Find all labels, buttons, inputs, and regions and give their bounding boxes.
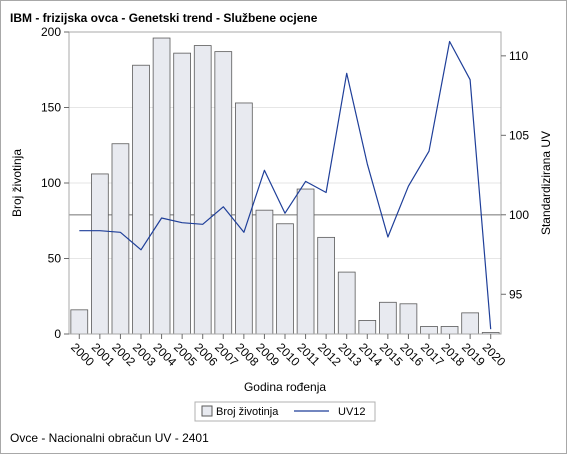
bar	[255, 209, 274, 335]
bar	[152, 37, 171, 335]
y-left-tick-label: 150	[41, 101, 61, 115]
legend-bar-swatch	[201, 405, 213, 417]
bar	[461, 312, 479, 335]
bar	[111, 143, 130, 335]
legend: Broj životinja UV12	[194, 401, 376, 422]
bar	[214, 51, 233, 335]
y-left-tick-label: 0	[54, 327, 61, 341]
line-series	[79, 40, 492, 330]
line-path	[79, 40, 492, 330]
bar	[399, 303, 418, 335]
bar	[70, 309, 89, 335]
bar	[440, 326, 459, 335]
x-tick-label: 2000	[68, 340, 97, 369]
x-axis: 2000200120022003200420052006200720082009…	[68, 334, 509, 369]
bar	[132, 64, 150, 335]
y-right-tick-label: 100	[509, 208, 529, 222]
legend-line-label: UV12	[338, 406, 366, 418]
y-axis-right: 95 100 105 110	[501, 49, 529, 301]
bar	[173, 52, 191, 335]
y-right-tick-label: 95	[509, 287, 523, 301]
y-right-tick-label: 105	[509, 128, 529, 142]
y-axis-right-label: Standardizirana UV	[539, 131, 553, 235]
y-left-tick-label: 200	[41, 25, 61, 39]
y-axis-left-label: Broj životinja	[10, 149, 24, 217]
bar	[91, 173, 109, 335]
x-axis-label: Godina rođenja	[244, 380, 326, 394]
bar	[235, 102, 253, 335]
y-left-tick-label: 50	[48, 252, 62, 266]
bar	[193, 45, 212, 335]
bar	[420, 326, 438, 335]
bar	[276, 223, 294, 335]
y-left-tick-label: 100	[41, 176, 61, 190]
chart-canvas: 0 50 100 150 200 95 100 105 110 200020012002200…	[10, 25, 553, 422]
y-axis-left: 0 50 100 150 200	[41, 25, 69, 341]
footnote: Ovce - Nacionalni obračun UV - 2401	[10, 431, 209, 445]
bar	[317, 236, 335, 335]
bar	[379, 301, 397, 335]
legend-box	[194, 401, 376, 422]
bar	[358, 320, 377, 335]
bar	[296, 188, 315, 335]
y-right-tick-label: 110	[509, 49, 528, 63]
chart-title: IBM - frizijska ovca - Genetski trend - …	[10, 11, 318, 25]
legend-bar-label: Broj životinja	[216, 406, 279, 418]
bar	[337, 271, 356, 335]
bar-series	[70, 37, 500, 335]
